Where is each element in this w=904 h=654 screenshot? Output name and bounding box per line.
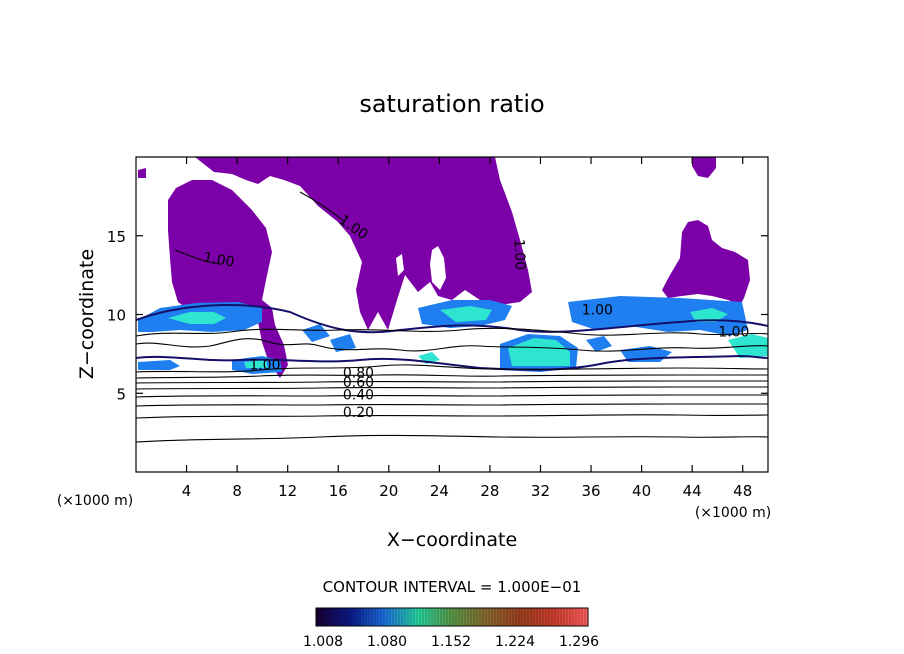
chart-title: saturation ratio: [359, 90, 544, 118]
band-left-cyan: [168, 312, 226, 324]
band-small-blue-3: [330, 334, 356, 352]
x-tick-label: 40: [632, 482, 651, 500]
y-axis-label: Z−coordinate: [76, 249, 98, 379]
supersaturated-region-main: [195, 157, 532, 330]
contour-line-wavy-2: [136, 327, 768, 337]
contour-line-0p7: [136, 380, 768, 384]
x-tick-label: 44: [683, 482, 702, 500]
x-tick-label: 4: [182, 482, 192, 500]
band-mid-cyan: [440, 306, 492, 322]
band-center-cyan: [508, 338, 570, 366]
contour-label: 0.80: [343, 366, 374, 382]
contour-label: 0.40: [343, 388, 374, 404]
contour-label: 1.00: [511, 239, 528, 271]
contour-lines: [136, 191, 768, 443]
contour-line-0p3: [136, 414, 768, 419]
supersaturated-region-left: [168, 180, 288, 378]
x-tick-label: 20: [379, 482, 398, 500]
contour-labels: 1.00 1.00 1.00 1.00 1.00 1.00 0.80 0.60 …: [202, 212, 749, 421]
contour-line-0p9: [136, 364, 768, 373]
colorbar: 1.008 1.080 1.152 1.224 1.296: [303, 607, 599, 650]
contour-interval-text: CONTOUR INTERVAL = 1.000E−01: [323, 578, 582, 596]
band-mid-low-cyan: [244, 360, 268, 368]
contour-line-1p0-top: [299, 191, 346, 223]
band-small-blue-1: [586, 336, 612, 352]
saturation-contour-outline: [136, 304, 768, 371]
colorbar-label: 1.080: [367, 634, 407, 650]
contour-label: 1.00: [249, 358, 280, 374]
y-axis: 5 10 15: [107, 228, 768, 403]
colorbar-stripes: [317, 609, 586, 625]
supersaturated-region-right: [662, 220, 750, 305]
band-left-low-blue: [138, 360, 180, 370]
x-tick-label: 8: [232, 482, 242, 500]
hole-2: [396, 254, 404, 276]
supersaturated-region-speck: [138, 168, 146, 178]
contour-line-0p4: [136, 403, 768, 407]
x-tick-label: 24: [430, 482, 449, 500]
contour-label: 1.00: [718, 325, 749, 341]
y-tick-label: 10: [107, 307, 126, 325]
y-tick-label: 15: [107, 228, 126, 246]
colorbar-labels: 1.008 1.080 1.152 1.224 1.296: [303, 634, 599, 650]
colorbar-label: 1.008: [303, 634, 343, 650]
band-small-blue-2: [302, 324, 330, 342]
band-right-blue: [568, 296, 748, 336]
contour-label: 1.00: [582, 303, 613, 319]
y-tick-label: 5: [116, 385, 126, 403]
contour-label: 1.00: [202, 250, 235, 271]
contour-label: 0.60: [343, 375, 374, 391]
plot-area: 1.00 1.00 1.00 1.00 1.00 1.00 0.80 0.60 …: [136, 157, 768, 472]
x-unit-right: (×1000 m): [695, 505, 771, 521]
x-tick-label: 32: [531, 482, 550, 500]
colorbar-strip: [315, 607, 589, 627]
x-unit-left: (×1000 m): [57, 493, 133, 509]
contour-line-0p5: [136, 394, 768, 398]
contour-line-0p2: [136, 434, 768, 443]
contour-line-1p0-left: [174, 249, 221, 265]
supersaturated-region-top-right: [692, 157, 716, 178]
x-tick-label: 28: [480, 482, 499, 500]
x-tick-label: 48: [733, 482, 752, 500]
band-right-cyan: [690, 308, 728, 322]
colorbar-label: 1.224: [495, 634, 535, 650]
contour-line-0p6: [136, 386, 768, 390]
supersaturated-fill: [138, 157, 750, 378]
contour-line-wavy-1: [136, 338, 768, 352]
subsaturated-holes: [396, 246, 446, 290]
x-tick-label: 12: [278, 482, 297, 500]
x-axis: 4 8 12 16 20 24 28 32 36 40 44 48: [182, 157, 752, 500]
colorbar-label: 1.296: [559, 634, 599, 650]
contour-line-0p8: [136, 374, 768, 379]
x-tick-label: 36: [581, 482, 600, 500]
contour-label: 0.20: [343, 405, 374, 421]
hole-1: [430, 246, 446, 290]
x-tick-label: 16: [329, 482, 348, 500]
x-axis-label: X−coordinate: [387, 529, 517, 551]
colorbar-label: 1.152: [431, 634, 471, 650]
